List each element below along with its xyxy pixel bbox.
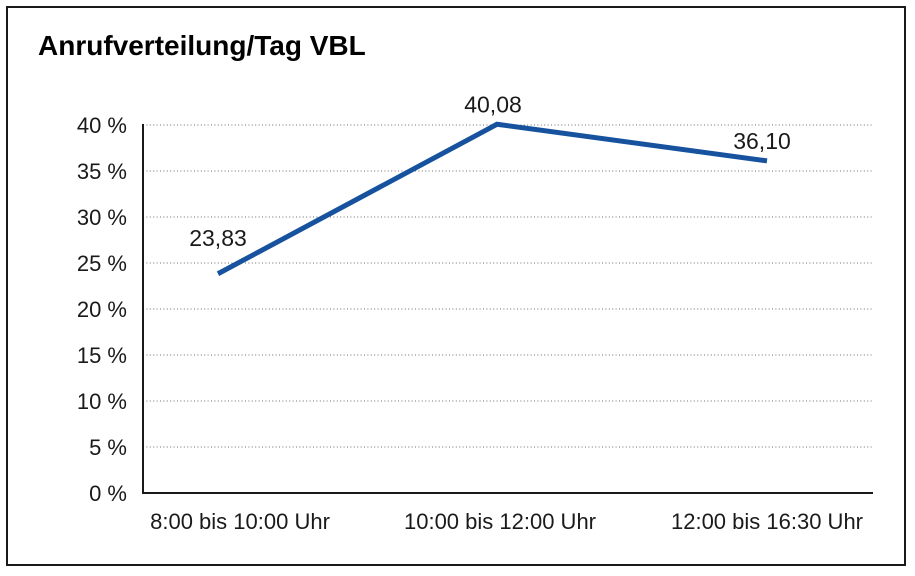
data-line [216,121,768,276]
y-tick-label: 20 % [77,297,127,322]
y-tick-label: 0 % [89,481,127,506]
y-tick-label: 25 % [77,251,127,276]
y-tick-label: 10 % [77,389,127,414]
y-tick-label: 15 % [77,343,127,368]
chart-title: Anrufverteilung/Tag VBL [38,30,366,61]
y-tick-label: 35 % [77,159,127,184]
data-point-label: 40,08 [464,91,522,117]
x-tick-label: 8:00 bis 10:00 Uhr [150,509,330,534]
y-tick-label: 5 % [89,435,127,460]
y-tick-label: 30 % [77,205,127,230]
x-tick-label: 10:00 bis 12:00 Uhr [404,509,596,534]
data-point-label: 36,10 [733,128,791,154]
x-tick-label: 12:00 bis 16:30 Uhr [671,509,863,534]
data-point-label: 23,83 [189,225,247,251]
chart-frame [6,6,906,566]
y-tick-label: 40 % [77,113,127,138]
